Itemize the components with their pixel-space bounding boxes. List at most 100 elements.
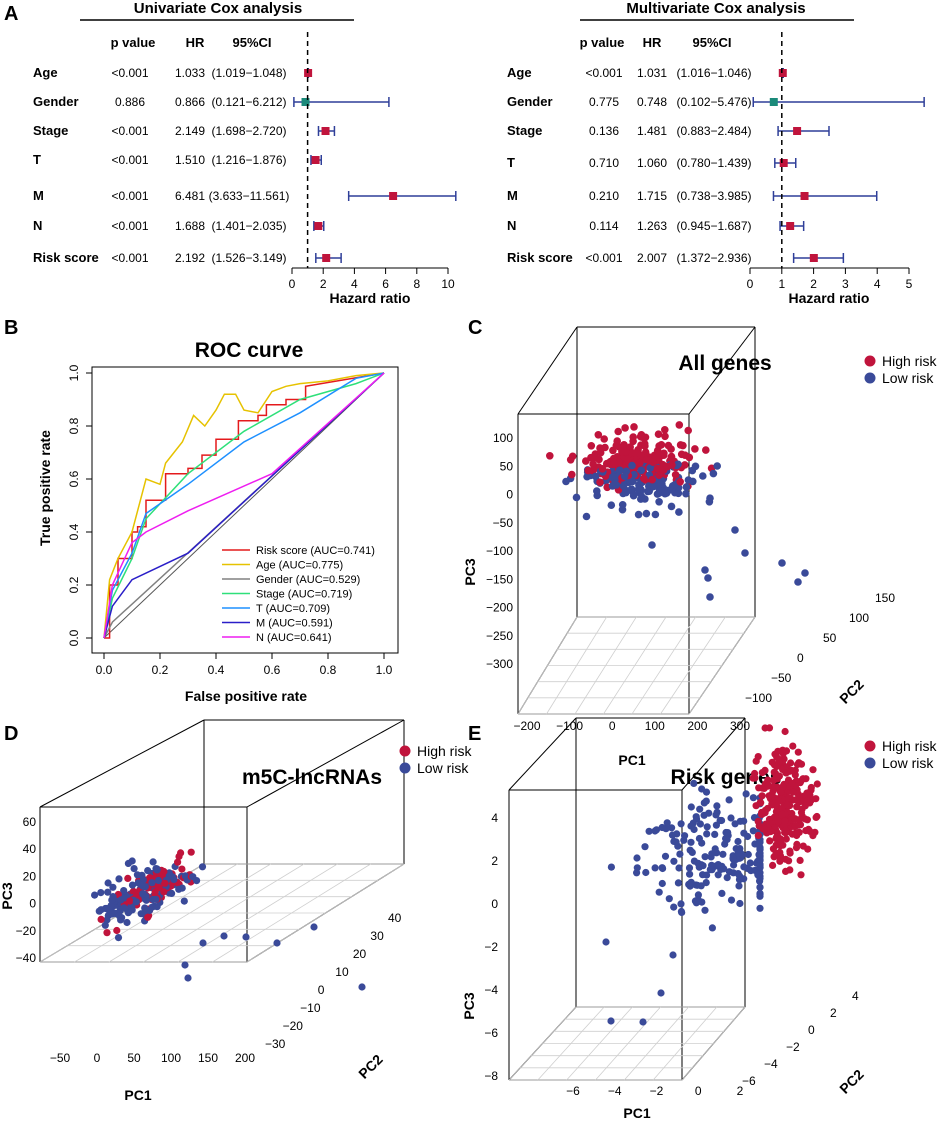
multivariate-col-p: p value xyxy=(580,35,625,50)
pca-zlabel: PC3 xyxy=(0,882,15,909)
pca-point xyxy=(144,913,152,921)
pca-point xyxy=(593,487,601,495)
pca-title: All genes xyxy=(678,352,771,375)
pca-point xyxy=(701,566,709,574)
roc-title: ROC curve xyxy=(195,339,304,362)
pca-point xyxy=(734,870,742,878)
pca-point xyxy=(97,915,105,924)
pca-point xyxy=(661,852,670,860)
forest-row-ci: (0.738−3.985) xyxy=(676,189,751,203)
pca-point xyxy=(688,848,696,857)
pca-z-tick-label: 50 xyxy=(500,459,514,473)
pca-point xyxy=(721,840,729,848)
pca-point xyxy=(148,903,156,911)
pca-point xyxy=(615,466,624,475)
pca-point xyxy=(589,460,597,468)
roc-series-line xyxy=(103,372,385,639)
pca-point xyxy=(610,473,619,482)
pca-point xyxy=(756,874,764,883)
pca-point xyxy=(607,1017,615,1025)
pca-z-tick-label: −100 xyxy=(486,544,513,558)
pca-z-tick-label: −300 xyxy=(486,657,513,671)
roc-y-tick-label: 0.8 xyxy=(67,417,81,434)
pca-point xyxy=(642,509,651,518)
pca-point xyxy=(610,460,619,468)
pca-point xyxy=(682,483,691,491)
pca-point xyxy=(132,898,140,906)
pca-point xyxy=(791,821,800,830)
pca-point xyxy=(181,872,189,880)
pca-point xyxy=(124,859,132,868)
pca-point xyxy=(584,466,593,475)
forest-row-ci: (1.372−2.936) xyxy=(676,251,751,265)
pca-point xyxy=(611,480,619,488)
forest-row-pvalue: <0.001 xyxy=(585,66,622,80)
forest-row-label: T xyxy=(507,155,515,170)
forest-row-hr: 1.688 xyxy=(175,219,205,233)
pca-x-tick-label: −100 xyxy=(556,719,583,733)
forest-row-label: Risk score xyxy=(33,250,99,265)
pca-point xyxy=(634,485,643,494)
pca-point xyxy=(655,442,663,450)
pca-legend-low-dot xyxy=(864,372,876,384)
pca-point xyxy=(770,768,778,776)
pca-point xyxy=(154,876,163,885)
pca-point xyxy=(633,854,641,862)
pca-point xyxy=(718,889,726,898)
pca-y-tick-label: 2 xyxy=(830,1006,837,1020)
pca-point xyxy=(109,883,117,891)
pca-point xyxy=(713,462,721,470)
pca-point xyxy=(771,813,779,821)
pca-point xyxy=(141,904,149,912)
pca-point xyxy=(123,918,131,927)
pca-point xyxy=(768,758,776,766)
pca-point xyxy=(641,495,649,503)
pca-z-tick-label: 60 xyxy=(23,815,37,829)
pca-point xyxy=(655,480,664,488)
forest-row-pvalue: <0.001 xyxy=(111,153,148,167)
pca-x-tick-label: 0 xyxy=(609,719,616,733)
forest-row-label: Age xyxy=(33,65,58,80)
pca-point xyxy=(198,863,207,871)
pca-point xyxy=(795,793,803,801)
pca-point xyxy=(729,854,737,862)
pca-point xyxy=(686,870,694,878)
pca-point xyxy=(103,929,111,937)
pca-z-tick-label: −2 xyxy=(484,940,498,954)
pca-point xyxy=(310,923,318,931)
pca-point xyxy=(785,857,793,865)
pca-point xyxy=(161,879,169,887)
pca-point xyxy=(174,858,182,866)
roc-x-tick-label: 0.2 xyxy=(152,663,169,677)
pca-point xyxy=(187,848,195,856)
forest-hr-marker xyxy=(778,69,787,77)
pca-point xyxy=(587,442,596,450)
pca-point xyxy=(696,805,704,813)
pca-point xyxy=(735,876,744,884)
pca-point xyxy=(756,892,764,900)
pca-point xyxy=(128,881,137,889)
pca-point xyxy=(687,803,695,811)
pca-point xyxy=(787,766,796,775)
pca-point xyxy=(706,494,714,503)
pca-point xyxy=(775,772,784,780)
pca-point xyxy=(168,889,176,898)
pca-point xyxy=(97,889,105,897)
pca-y-tick-label: −100 xyxy=(745,691,772,705)
pca-point xyxy=(803,789,811,797)
forest-hr-marker xyxy=(389,192,398,200)
pca-point xyxy=(663,462,672,471)
pca-ylabel: PC2 xyxy=(836,676,867,707)
pca-point xyxy=(614,427,622,436)
pca-point xyxy=(756,844,764,852)
pca-point xyxy=(645,827,653,835)
pca-point xyxy=(775,797,783,805)
pca-point xyxy=(671,471,680,479)
pca-point xyxy=(651,827,659,835)
forest-row-hr: 2.149 xyxy=(175,124,205,138)
forest-row-label: Stage xyxy=(507,123,542,138)
pca-x-tick-label: −50 xyxy=(50,1051,71,1065)
pca-point xyxy=(758,792,766,800)
roc-legend-label: N (AUC=0.641) xyxy=(256,632,332,644)
pca-point xyxy=(126,897,134,905)
